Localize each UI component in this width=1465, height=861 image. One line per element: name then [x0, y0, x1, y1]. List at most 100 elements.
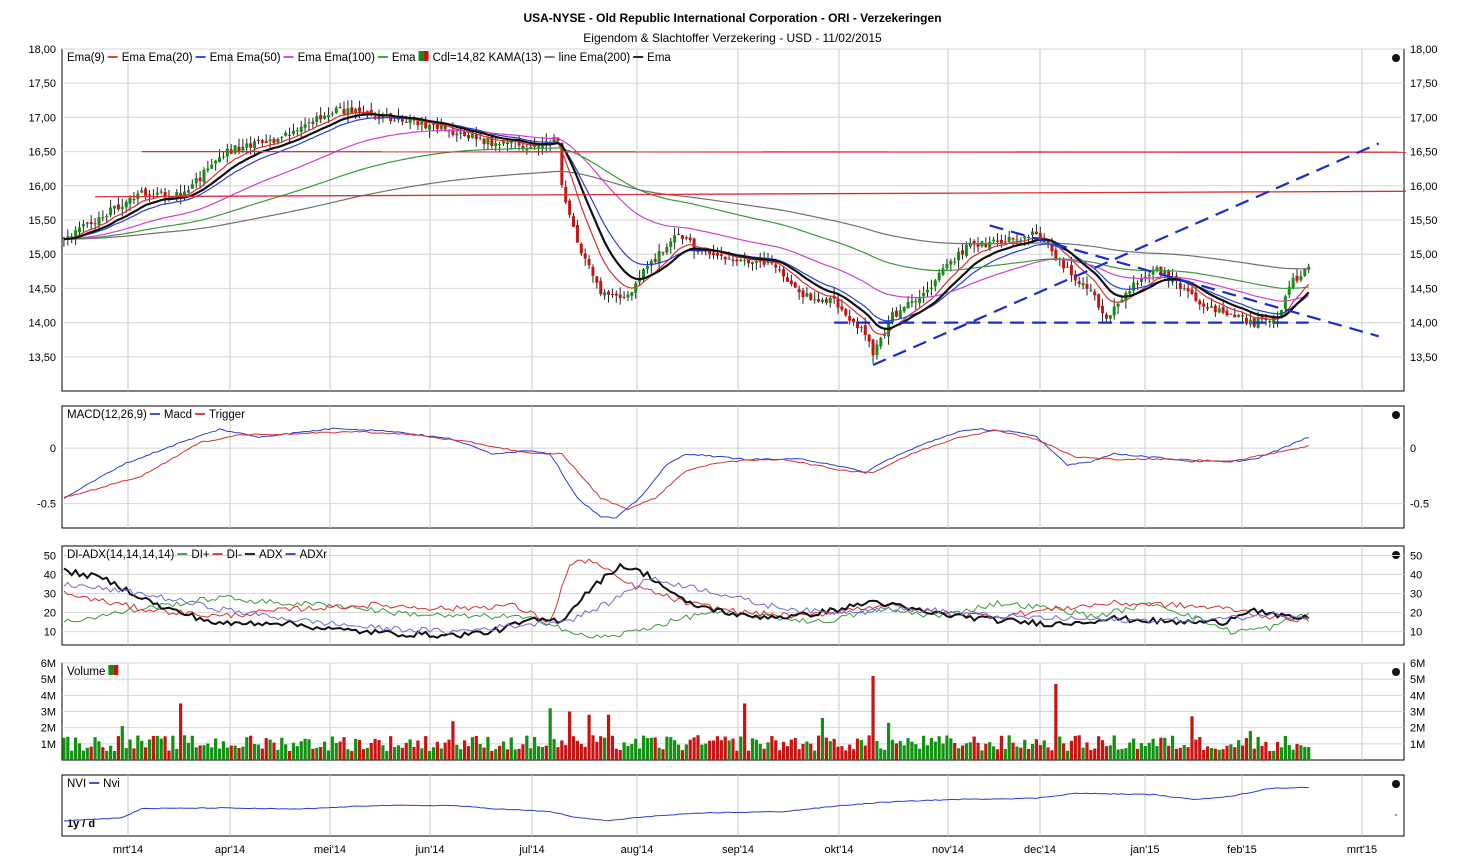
volume-bar [217, 748, 222, 760]
volume-bar [1237, 740, 1241, 760]
candle-body [221, 156, 225, 158]
volume-bar [999, 735, 1003, 760]
candle-body [1038, 232, 1042, 240]
candle-body [1085, 284, 1089, 289]
volume-bar [74, 737, 78, 760]
volume-bar [1069, 740, 1074, 760]
candle-body [225, 148, 229, 157]
volume-bar [369, 743, 373, 760]
volume-bar [1256, 736, 1260, 760]
volume-bar [1139, 743, 1144, 760]
volume-bar [750, 738, 755, 760]
volume-bar [813, 750, 817, 760]
candle-body [1307, 266, 1311, 270]
candle-body [1011, 238, 1015, 240]
candle-body [404, 121, 408, 123]
candle-body [883, 334, 887, 336]
volume-bar [1100, 740, 1105, 760]
volume-bar [536, 746, 541, 760]
volume-bar [167, 750, 171, 760]
volume-bar [1202, 749, 1206, 760]
volume-bar [1143, 746, 1147, 760]
candle-body [1244, 317, 1248, 324]
volume-bar [155, 735, 159, 760]
candle-body [890, 312, 894, 323]
volume-bar [1170, 735, 1175, 760]
volume-bar [867, 735, 871, 760]
volume-bar [1174, 748, 1179, 760]
volume-bar [1093, 748, 1097, 760]
candle-body [715, 253, 719, 256]
volume-bar [544, 745, 548, 760]
price-legend-swatch-up [418, 51, 424, 61]
candle-body [1248, 320, 1252, 325]
candle-body [735, 259, 739, 262]
volume-bar [315, 747, 319, 760]
volume-bar [883, 749, 887, 760]
volume-bars [62, 675, 1311, 760]
candle-body [288, 134, 292, 136]
volume-bar [1194, 739, 1198, 760]
candle-body [1139, 278, 1143, 282]
volume-bar [280, 737, 284, 760]
volume-bar [676, 744, 681, 760]
candle-body [186, 190, 190, 193]
volume-bar [256, 744, 261, 760]
volume-bar [1046, 747, 1050, 760]
candle-body [439, 125, 443, 130]
dmi-ytick-right: 30 [1410, 589, 1422, 601]
xtick-dec'14: dec'14 [1024, 844, 1056, 856]
volume-bar [463, 740, 467, 760]
volume-bar [272, 742, 276, 760]
candle-body [929, 287, 933, 289]
candle-body [140, 190, 144, 193]
candle-body [334, 107, 338, 114]
candle-body [583, 253, 587, 259]
nvi-series-Nvi [63, 786, 1309, 822]
candle-body [1209, 306, 1213, 308]
candle-body [291, 130, 295, 135]
candle-body [820, 299, 824, 303]
candle-body [976, 243, 980, 247]
candle-body [381, 116, 385, 118]
candle-body [766, 259, 770, 263]
candle-body [1077, 281, 1081, 285]
dmi-ytick-right: 10 [1410, 627, 1422, 639]
volume-bar [1213, 748, 1217, 760]
volume-bar [1217, 749, 1221, 760]
volume-bar [1015, 746, 1019, 760]
candle-body [836, 298, 840, 308]
volume-bar [260, 748, 264, 760]
candle-body [490, 136, 494, 146]
volume-bar [809, 743, 813, 760]
candle-body [256, 139, 260, 141]
price-close-icon [1392, 54, 1400, 62]
candle-body [863, 325, 867, 336]
candle-body [116, 204, 120, 210]
candle-body [1093, 291, 1097, 296]
volume-bar [346, 749, 350, 760]
volume-bar [1229, 744, 1233, 760]
volume-ytick-right: 3M [1410, 707, 1425, 719]
volume-bar [513, 749, 517, 760]
candle-body [1089, 289, 1093, 291]
volume-bar [1275, 741, 1280, 760]
candle-body [1015, 239, 1019, 241]
price-ytick-left: 14,00 [28, 318, 56, 330]
candle-body [93, 223, 97, 225]
candle-body [408, 118, 412, 124]
candle-body [338, 106, 342, 109]
candle-body [684, 237, 688, 239]
candle-body [389, 113, 393, 122]
candle-body [1069, 265, 1073, 276]
volume-bar [603, 737, 607, 760]
volume-bar [62, 737, 66, 760]
volume-bar [194, 747, 198, 760]
dmi-legend-item: DI- [227, 549, 243, 561]
xtick-jan'15: jan'15 [1129, 844, 1159, 856]
candle-body [284, 132, 288, 136]
candle-body [323, 115, 327, 119]
volume-bar [1073, 735, 1077, 760]
volume-bar [210, 747, 214, 760]
price-ytick-left: 15,00 [28, 249, 56, 261]
